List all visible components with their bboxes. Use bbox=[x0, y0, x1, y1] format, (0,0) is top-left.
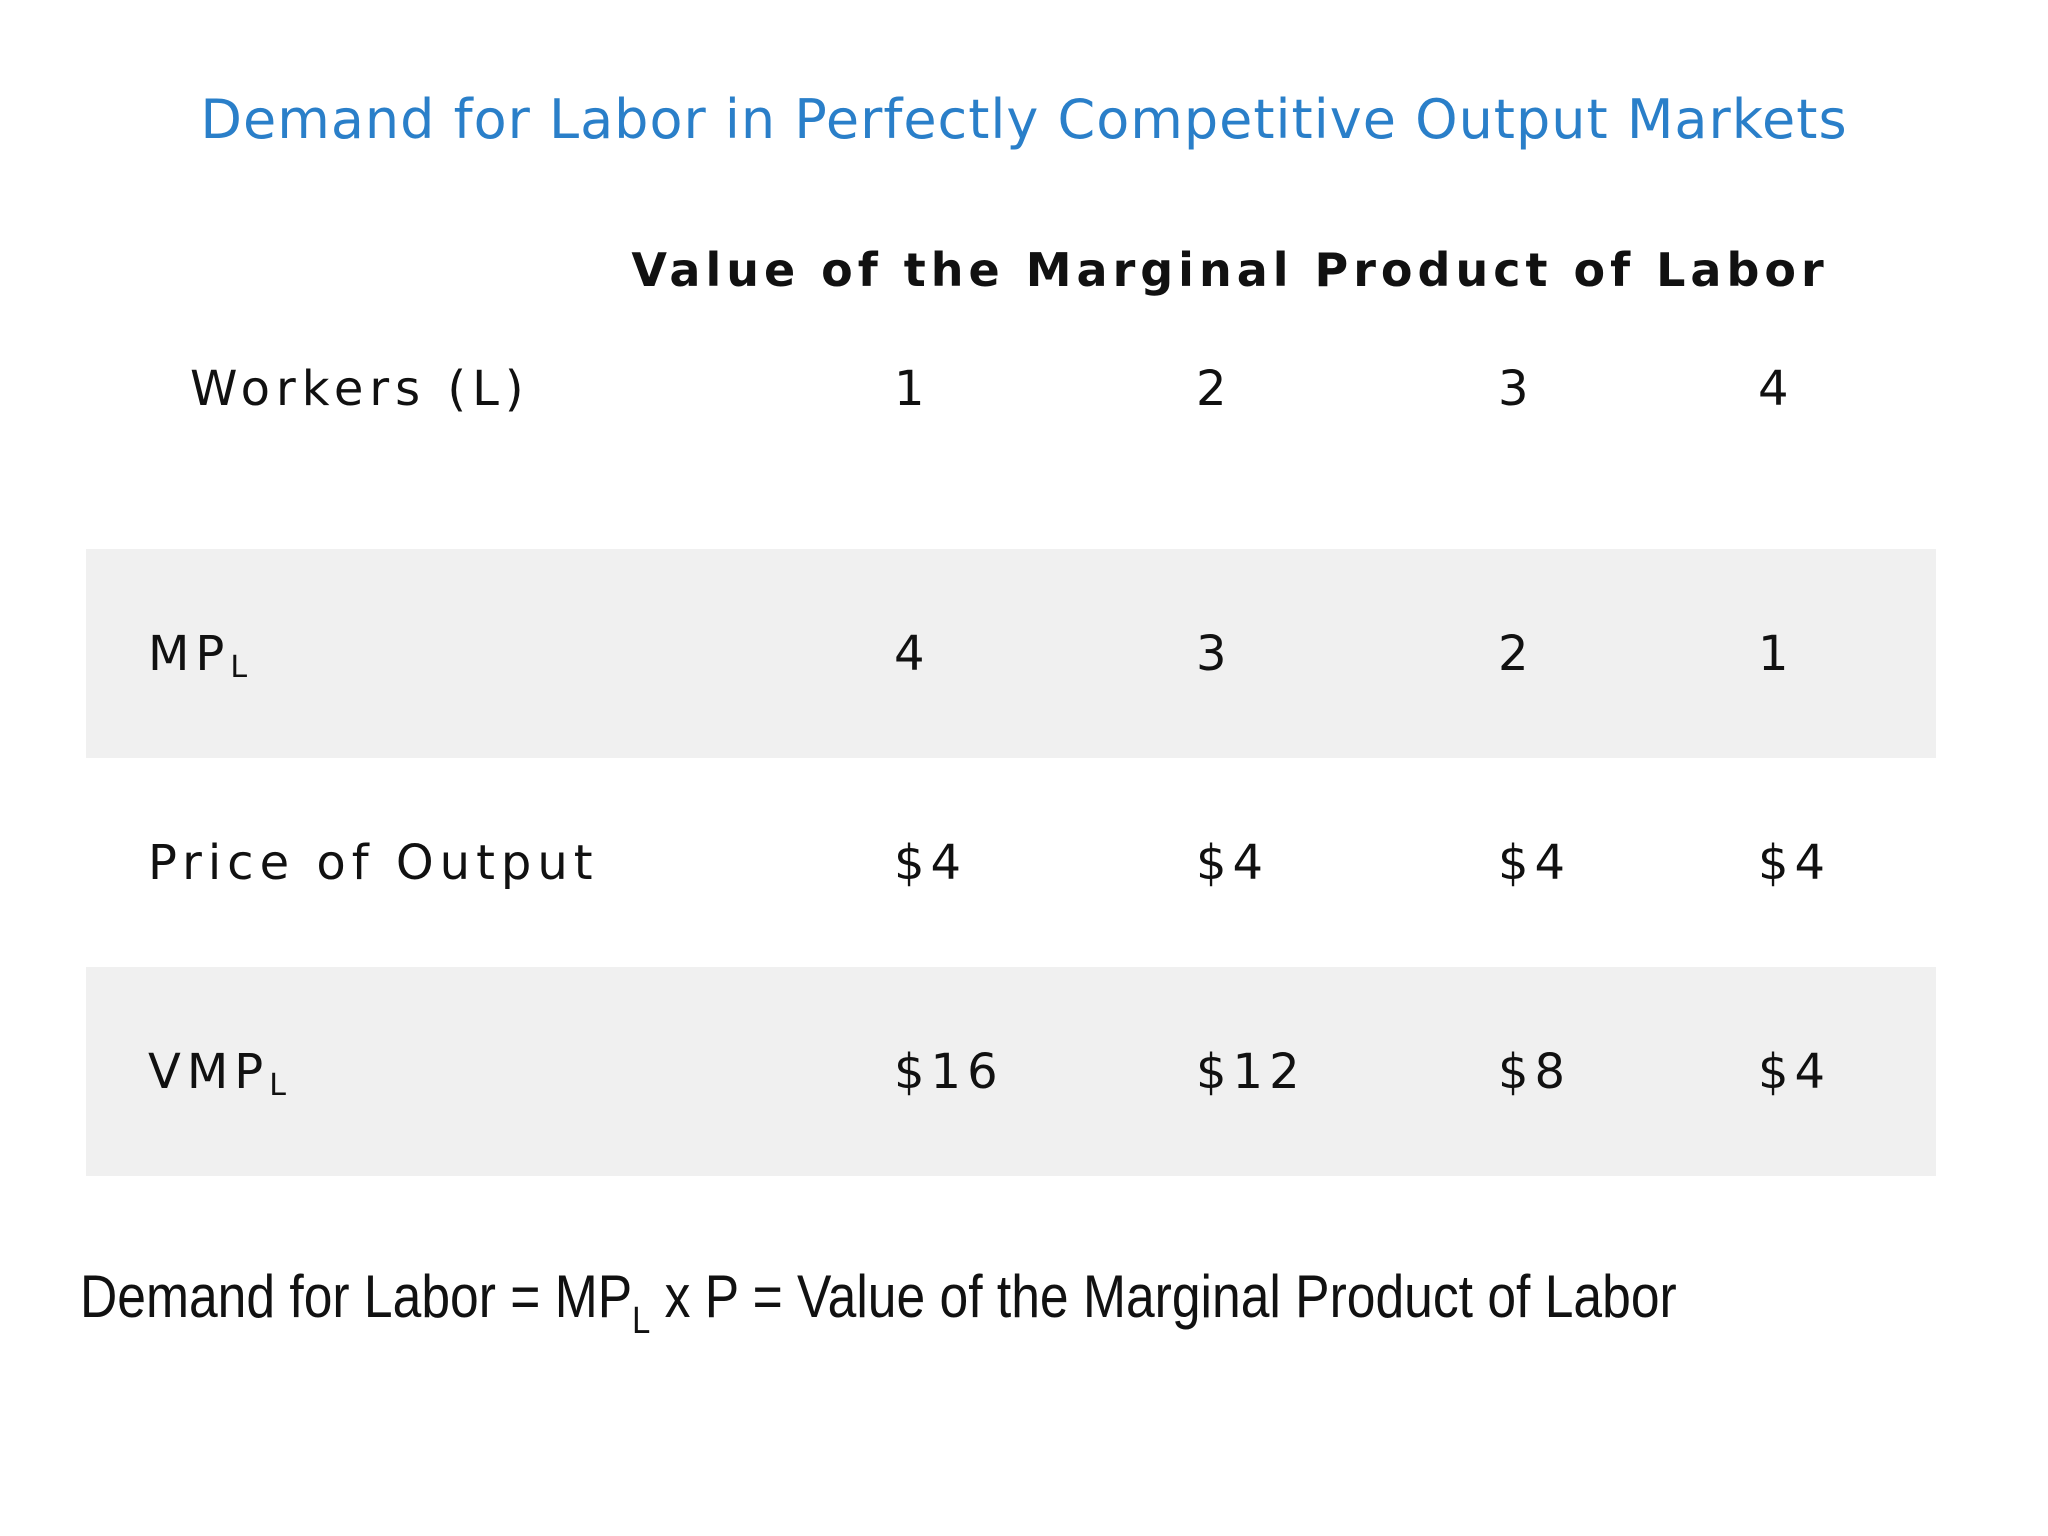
table-cell: $4 bbox=[1758, 834, 1832, 891]
row-label-subscript: L bbox=[230, 650, 248, 685]
table-cell: $12 bbox=[1196, 1043, 1306, 1100]
table-cell: 1 bbox=[1758, 625, 1795, 682]
row-label-mpl: MP L bbox=[148, 549, 247, 758]
table-row-price: Price of Output $4 $4 $4 $4 bbox=[86, 758, 1936, 967]
table-cell: $8 bbox=[1498, 1043, 1572, 1100]
table-row-mpl: MP L 4 3 2 1 bbox=[86, 549, 1936, 758]
table-cell: 2 bbox=[1498, 625, 1535, 682]
header-value: 3 bbox=[1498, 360, 1535, 417]
table-cell: $4 bbox=[1196, 834, 1270, 891]
row-label-text: Price of Output bbox=[148, 834, 599, 891]
row-label-text: MP bbox=[148, 625, 231, 682]
formula-part-2: x P = Value of the Marginal Product of L… bbox=[650, 1263, 1677, 1330]
table-cell: $4 bbox=[1498, 834, 1572, 891]
header-value: 4 bbox=[1758, 360, 1795, 417]
header-row: Workers (L) 1 2 3 4 bbox=[86, 340, 1936, 549]
row-label-text: VMP bbox=[148, 1043, 270, 1100]
formula: Demand for Labor = MPL x P = Value of th… bbox=[80, 1262, 1677, 1342]
table-cell: 4 bbox=[894, 625, 931, 682]
header-value: 2 bbox=[1196, 360, 1233, 417]
table-row-vmpl: VMP L $16 $12 $8 $4 bbox=[86, 967, 1936, 1176]
vmpl-table: Workers (L) 1 2 3 4 MP L 4 3 2 1 Price of… bbox=[86, 340, 1936, 1176]
row-label-subscript: L bbox=[269, 1068, 286, 1103]
header-value: 1 bbox=[894, 360, 931, 417]
row-label-vmpl: VMP L bbox=[148, 967, 286, 1176]
table-heading: Value of the Marginal Product of Labor bbox=[631, 243, 1829, 297]
header-label-workers: Workers (L) bbox=[190, 360, 530, 417]
table-cell: $16 bbox=[894, 1043, 1004, 1100]
slide-title: Demand for Labor in Perfectly Competitiv… bbox=[200, 88, 1848, 151]
formula-part-1: Demand for Labor = MP bbox=[80, 1263, 633, 1330]
table-cell: $4 bbox=[894, 834, 968, 891]
table-cell: 3 bbox=[1196, 625, 1233, 682]
row-label-price: Price of Output bbox=[148, 758, 599, 967]
table-cell: $4 bbox=[1758, 1043, 1832, 1100]
formula-subscript: L bbox=[632, 1300, 651, 1342]
